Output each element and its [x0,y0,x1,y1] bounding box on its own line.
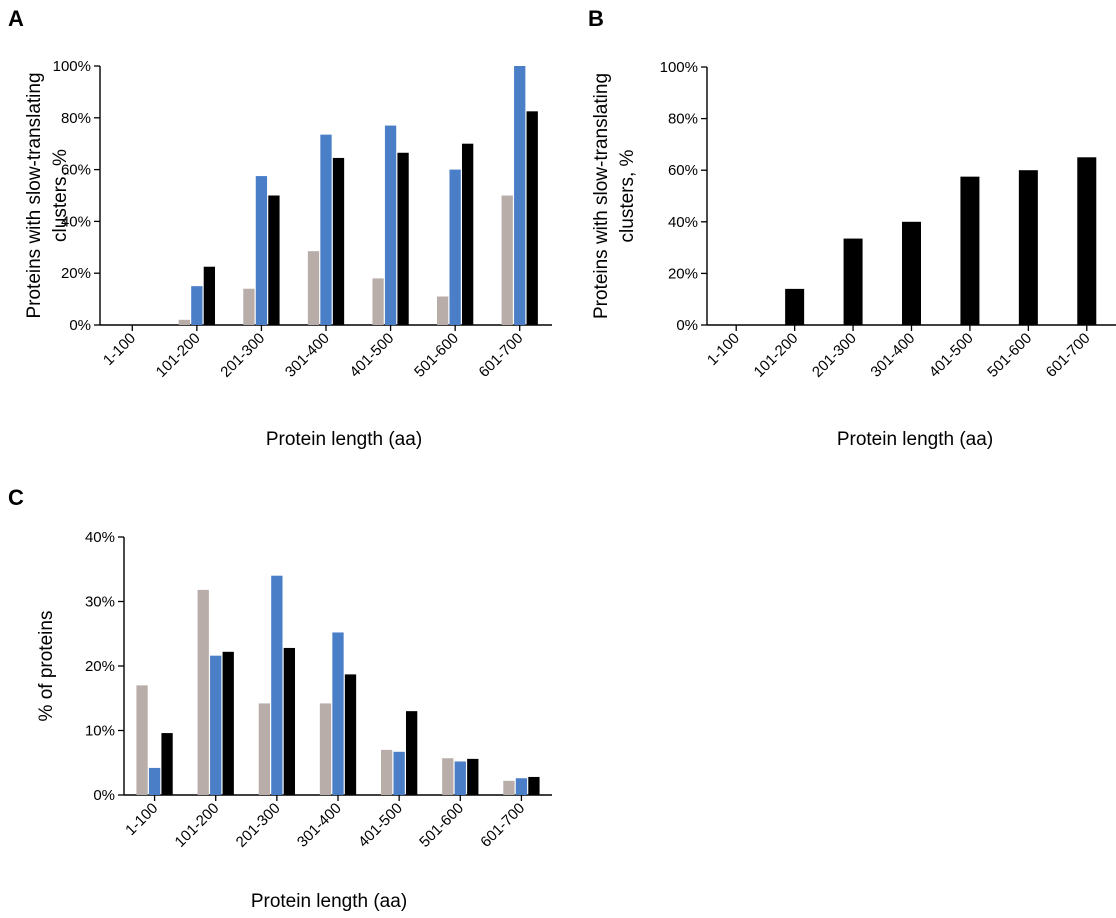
y-tick-label: 0% [676,317,698,334]
bar [283,647,296,795]
x-tick-label: 1-100 [100,330,139,369]
y-tick-label: 80% [61,110,91,127]
bar [449,169,461,325]
bar [384,125,397,325]
panel-a: A 0% 20% 40% 60% 80% 100% 1-100 101-200 201-300 3… [8,6,552,450]
bar [405,711,418,795]
panel-b: B 0% 20% 40% 60% 80% 100% 1-100 101-200 201-300 3… [588,6,1116,450]
bar [526,111,538,325]
x-tick-label: 301-400 [282,330,333,381]
x-tick-label: 501-600 [416,800,467,851]
x-tick-label: 1-100 [704,330,743,369]
y-tick-label: 100% [660,59,698,76]
y-tick-label: 60% [668,162,698,179]
bar [1018,170,1038,325]
bar [1077,157,1097,325]
x-tick-label: 501-600 [411,330,462,381]
bar [210,655,222,795]
x-tick-label: 201-300 [233,800,284,851]
y-tick-label: 40% [668,214,698,231]
bar [380,749,393,795]
bar [467,758,479,795]
bar [243,288,255,325]
y-tick-label: 100% [53,58,91,75]
y-tick-label: 30% [85,594,115,611]
bar [268,195,280,325]
panel-c: C 0% 10% 20% 30% 40% 1-100 101-200 201-300 301-4… [8,485,552,912]
bar [320,134,332,325]
bar [178,319,191,325]
y-axis-title: Proteins with slow-translating [24,72,45,318]
bar [785,288,805,325]
bar [843,238,863,325]
bar [436,296,449,325]
panel-a-label: A [8,6,24,31]
bar [454,761,466,795]
y-tick-label: 20% [85,658,115,675]
bar [372,278,384,325]
x-axis-title: Protein length (aa) [837,429,993,450]
bar [255,176,268,325]
bar [960,176,980,325]
bar [319,703,332,795]
bar [397,152,409,325]
bar [393,751,405,795]
bar [197,589,209,795]
y-tick-label: 20% [61,265,91,282]
x-tick-label: 401-500 [926,330,977,381]
y-tick-label: 10% [85,723,115,740]
x-tick-label: 301-400 [867,330,918,381]
x-axis-title: Protein length (aa) [266,429,422,450]
bar [307,251,320,325]
bar [515,778,528,795]
bar [503,780,515,795]
bar [148,767,161,795]
x-tick-label: 101-200 [172,800,223,851]
bar [442,758,454,795]
y-tick-label: 20% [668,265,698,282]
x-tick-label: 101-200 [153,330,204,381]
bar [191,286,203,325]
y-tick-label: 80% [668,111,698,128]
bar [902,221,921,325]
panel-c-label: C [8,485,24,510]
x-tick-label: 101-200 [751,330,802,381]
y-axis-title: clusters, % [617,149,638,242]
x-axis-title: Protein length (aa) [251,891,407,912]
bar [332,157,345,325]
bar [161,733,173,795]
y-tick-label: 40% [61,213,91,230]
x-tick-label: 201-300 [217,330,268,381]
bar [332,632,344,795]
x-tick-label: 601-700 [477,800,528,851]
bar [222,651,234,795]
y-tick-label: 0% [93,787,115,804]
x-tick-label: 201-300 [809,330,860,381]
bar [258,703,271,795]
x-tick-label: 601-700 [1043,330,1094,381]
y-axis-title: Proteins with slow-translating [591,73,612,319]
x-tick-label: 401-500 [346,330,397,381]
y-axis-title: % of proteins [36,611,57,722]
x-tick-label: 1-100 [122,800,161,839]
bar [514,66,526,325]
x-tick-label: 301-400 [294,800,345,851]
y-tick-label: 0% [69,317,91,334]
y-tick-label: 60% [61,162,91,179]
bar [461,143,474,325]
panel-b-label: B [588,6,604,31]
bar [271,575,283,795]
y-axis-title: clusters, % [50,149,71,242]
bar [203,266,216,325]
x-tick-label: 401-500 [355,800,406,851]
y-tick-label: 40% [85,529,115,546]
bar [501,195,513,325]
bar [136,685,148,795]
bar [344,674,357,795]
x-tick-label: 601-700 [476,330,527,381]
x-tick-label: 501-600 [984,330,1035,381]
bar [528,776,540,795]
